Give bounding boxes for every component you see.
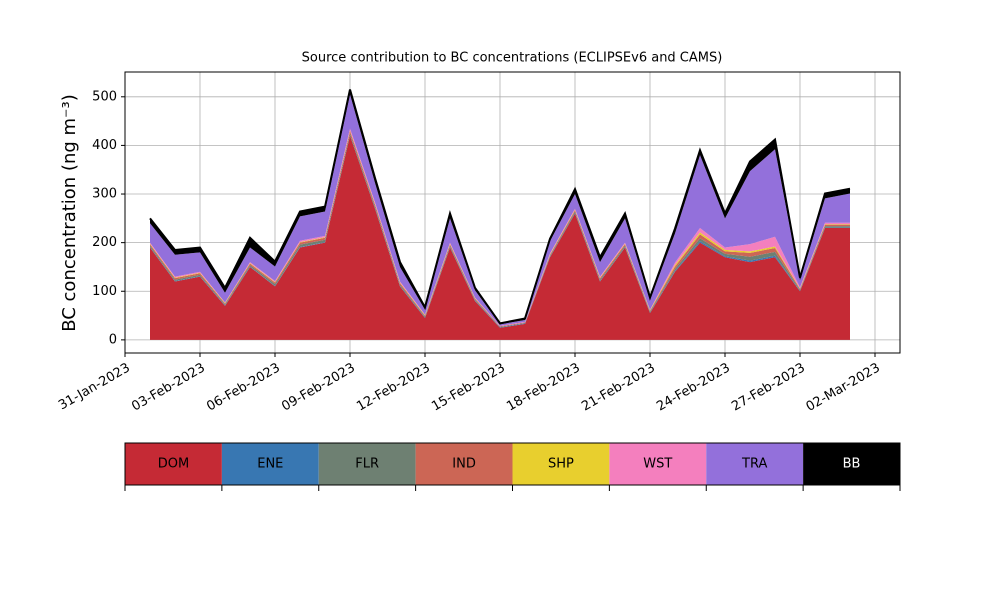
x-tick-label: 21-Feb-2023 <box>579 361 658 415</box>
x-tick-label: 31-Jan-2023 <box>56 361 133 414</box>
legend-label: WST <box>643 457 672 472</box>
x-tick-label: 15-Feb-2023 <box>429 361 508 415</box>
legend-label: IND <box>452 457 476 472</box>
y-tick-label: 100 <box>92 284 117 299</box>
plot-frame <box>124 71 901 354</box>
legend-swatch <box>221 443 319 485</box>
legend-swatch <box>415 443 513 485</box>
area-tra <box>150 94 850 326</box>
x-tick-label: 09-Feb-2023 <box>279 361 358 415</box>
x-tick-label: 27-Feb-2023 <box>729 361 808 415</box>
x-tick-label: 24-Feb-2023 <box>654 361 733 415</box>
legend-label: FLR <box>355 457 379 472</box>
legend-swatch <box>125 443 222 485</box>
legend-swatch <box>803 443 900 485</box>
y-tick-label: 500 <box>92 89 117 104</box>
legend-swatch <box>706 443 804 485</box>
y-tick-label: 200 <box>92 235 117 250</box>
legend-label: ENE <box>257 457 283 472</box>
x-tick-label: 12-Feb-2023 <box>354 361 433 415</box>
y-tick-label: 0 <box>109 332 117 347</box>
y-axis-label: BC concentration (ng m⁻³) <box>59 94 80 332</box>
legend-swatch <box>609 443 707 485</box>
legend-label: TRA <box>741 457 767 472</box>
legend-label: DOM <box>158 457 189 472</box>
x-tick-label: 03-Feb-2023 <box>129 361 208 415</box>
x-tick-label: 02-Mar-2023 <box>804 361 883 415</box>
total-line <box>149 89 851 325</box>
area-dom <box>150 135 850 340</box>
x-tick-label: 18-Feb-2023 <box>504 361 583 415</box>
legend-swatch <box>318 443 416 485</box>
legend-label: BB <box>843 457 861 472</box>
chart-title: Source contribution to BC concentrations… <box>302 51 723 66</box>
legend-swatch <box>512 443 610 485</box>
y-tick-label: 300 <box>92 187 117 202</box>
legend-label: SHP <box>548 457 574 472</box>
y-tick-label: 400 <box>92 138 117 153</box>
x-tick-label: 06-Feb-2023 <box>204 361 283 415</box>
